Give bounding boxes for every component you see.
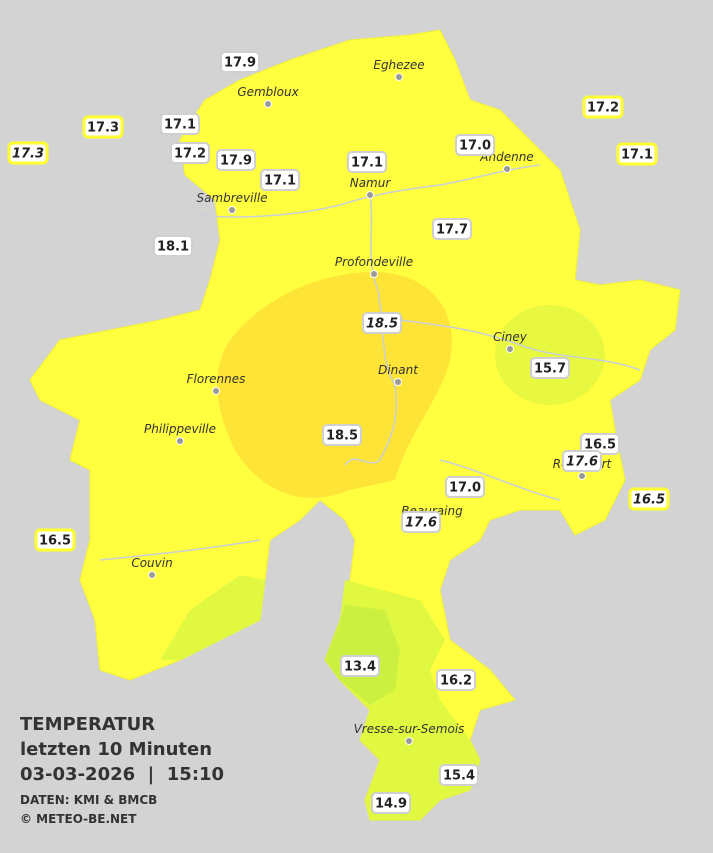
station-value: 17.1 bbox=[621, 148, 653, 163]
station-box bbox=[562, 450, 602, 472]
city-name: Dinant bbox=[378, 363, 419, 377]
station-box bbox=[401, 511, 441, 533]
station-value: 17.1 bbox=[264, 174, 296, 189]
station-value: 15.4 bbox=[443, 769, 475, 784]
city-name: Eghezee bbox=[373, 58, 424, 72]
station-value: 16.5 bbox=[633, 493, 665, 508]
station-value: 16.5 bbox=[584, 438, 616, 453]
station-box bbox=[34, 528, 76, 552]
city-name: Ciney bbox=[493, 330, 528, 344]
station-box bbox=[340, 655, 380, 677]
city-dot bbox=[394, 378, 402, 386]
station-value: 17.6 bbox=[566, 455, 598, 470]
station-box bbox=[160, 113, 200, 135]
city-dot bbox=[578, 472, 586, 480]
city-dot bbox=[366, 191, 374, 199]
station-value: 18.5 bbox=[366, 317, 398, 332]
city-dot bbox=[405, 737, 413, 745]
city-dot bbox=[212, 387, 220, 395]
station-value: 17.3 bbox=[12, 147, 44, 162]
city-name: Couvin bbox=[131, 556, 172, 570]
city-name: Sambreville bbox=[196, 191, 267, 205]
station-box bbox=[582, 95, 624, 119]
station-value: 17.0 bbox=[459, 139, 491, 154]
station-value: 18.5 bbox=[326, 429, 358, 444]
station-value: 17.9 bbox=[224, 56, 256, 71]
station-box bbox=[432, 218, 472, 240]
city-name: Vresse-sur-Semois bbox=[354, 722, 465, 736]
city-name: Namur bbox=[350, 176, 392, 190]
city-dot bbox=[148, 571, 156, 579]
city-dot bbox=[176, 437, 184, 445]
station-value: 15.7 bbox=[534, 362, 566, 377]
station-value: 17.7 bbox=[436, 223, 468, 238]
station-box bbox=[362, 312, 402, 334]
station-box bbox=[220, 51, 260, 73]
station-box bbox=[445, 476, 485, 498]
station-value: 17.2 bbox=[174, 147, 206, 162]
station-value: 14.9 bbox=[375, 797, 407, 812]
station-box bbox=[347, 151, 387, 173]
city-dot bbox=[503, 165, 511, 173]
legend-copyright: © METEO-BE.NET bbox=[20, 812, 137, 826]
station-value: 16.5 bbox=[39, 534, 71, 549]
station-value: 18.1 bbox=[157, 240, 189, 255]
city-dot bbox=[264, 100, 272, 108]
city-dot bbox=[395, 73, 403, 81]
station-box bbox=[628, 487, 670, 511]
station-value: 17.1 bbox=[351, 156, 383, 171]
city-dot bbox=[506, 345, 514, 353]
station-value: 13.4 bbox=[344, 660, 376, 675]
station-box bbox=[170, 142, 210, 164]
station-box bbox=[322, 424, 362, 446]
station-box bbox=[436, 669, 476, 691]
station-box bbox=[371, 792, 411, 814]
city-dot bbox=[228, 206, 236, 214]
legend-subtitle: letzten 10 Minuten bbox=[20, 739, 212, 760]
station-box bbox=[439, 764, 479, 786]
station-box bbox=[616, 142, 658, 166]
station-box bbox=[153, 235, 193, 257]
station-value: 17.9 bbox=[220, 154, 252, 169]
legend-title: TEMPERATUR bbox=[20, 714, 155, 735]
station-box bbox=[82, 115, 124, 139]
rivers bbox=[99, 164, 641, 561]
city-name: Florennes bbox=[187, 372, 246, 386]
legend-datetime: 03-03-2026 | 15:10 bbox=[20, 764, 224, 785]
station-value: 17.3 bbox=[87, 121, 119, 136]
station-box bbox=[455, 134, 495, 156]
station-value: 17.6 bbox=[405, 516, 437, 531]
station-value: 17.1 bbox=[164, 118, 196, 133]
station-box bbox=[216, 149, 256, 171]
city-name: Gembloux bbox=[237, 85, 299, 99]
station-box bbox=[260, 169, 300, 191]
cool-zone bbox=[495, 305, 605, 405]
cool-zone bbox=[160, 575, 480, 820]
city-name: Philippeville bbox=[144, 422, 216, 436]
station-box bbox=[530, 357, 570, 379]
station-value: 17.0 bbox=[449, 481, 481, 496]
city-dot bbox=[370, 270, 378, 278]
station-value: 17.2 bbox=[587, 101, 619, 116]
legend-source: DATEN: KMI & BMCB bbox=[20, 793, 157, 807]
city-name: Profondeville bbox=[335, 255, 413, 269]
station-box bbox=[7, 141, 49, 165]
station-value: 16.2 bbox=[440, 674, 472, 689]
